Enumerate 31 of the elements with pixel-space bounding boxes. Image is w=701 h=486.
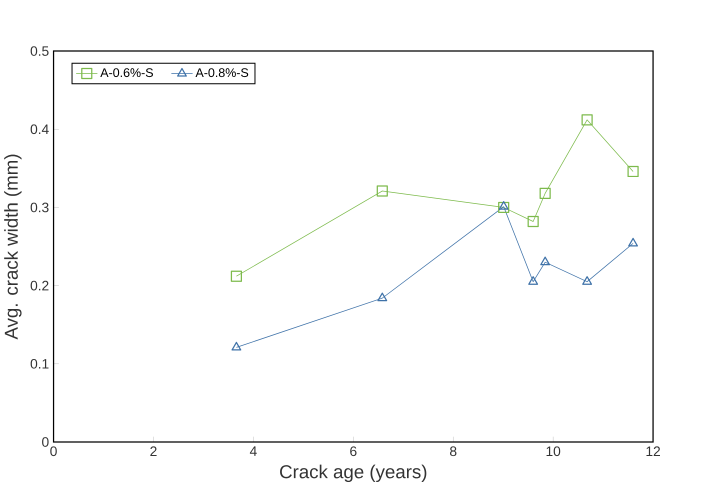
point	[498, 202, 510, 213]
point	[540, 188, 551, 199]
point	[540, 256, 550, 266]
point	[528, 276, 538, 285]
x-tick-label: 6	[350, 446, 357, 456]
x-tick-label: 10	[546, 446, 560, 456]
y-tick-label: 0	[42, 437, 49, 447]
y-tick-label: 0.4	[30, 124, 49, 134]
point	[582, 114, 593, 126]
x-tick-label: 12	[646, 446, 660, 456]
point	[498, 200, 509, 210]
legend-label: A-0.8%-S	[195, 68, 248, 77]
point	[628, 238, 638, 246]
point	[582, 276, 592, 285]
x-tick-label: 8	[450, 446, 456, 456]
y-tick-label: 0.2	[30, 280, 48, 290]
x-axis-title: Crack age (years)	[280, 464, 426, 482]
y-tick-label: 0.3	[30, 202, 49, 212]
y-tick-label: 0.1	[30, 358, 48, 369]
point	[627, 166, 639, 177]
point	[231, 342, 242, 350]
point	[528, 216, 539, 228]
x-tick-label: 0	[50, 446, 57, 456]
y-tick-label: 0.5	[30, 46, 49, 56]
x-tick-label: 4	[250, 446, 257, 456]
point	[230, 270, 242, 282]
legend-label: A-0.6%-S	[100, 68, 153, 77]
y-axis-title: Avg. crack width (mm)	[4, 154, 22, 340]
point	[376, 185, 388, 197]
point	[377, 292, 388, 302]
x-tick-label: 2	[150, 446, 157, 456]
